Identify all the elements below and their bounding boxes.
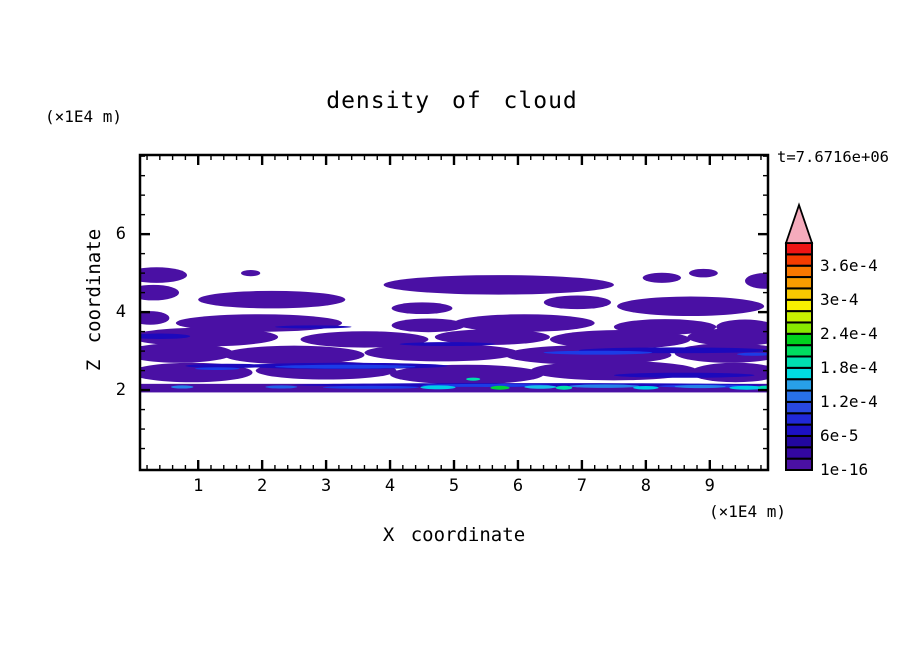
colorbar-segment bbox=[785, 287, 813, 301]
cloud-navy-streak bbox=[613, 372, 755, 378]
x-tick-label: 9 bbox=[704, 476, 715, 496]
cloud-bright-spot bbox=[555, 385, 573, 390]
cloud-bright-spot bbox=[729, 385, 765, 390]
colorbar-segment bbox=[785, 366, 813, 381]
colorbar-segment bbox=[785, 457, 813, 471]
x-axis-unit: (×1E4 m) bbox=[708, 502, 786, 521]
cloud-blob bbox=[687, 328, 768, 346]
cloud-blob bbox=[140, 311, 170, 325]
colorbar-label: 1e-16 bbox=[820, 460, 869, 479]
cloud-bright-spot bbox=[524, 385, 557, 389]
colorbar-label: 3e-4 bbox=[820, 289, 859, 309]
cloud-bright-spot bbox=[466, 377, 481, 381]
cloud-bright-spot bbox=[171, 385, 194, 389]
cloud-navy-streak bbox=[274, 325, 352, 329]
cloud-bright-spot bbox=[633, 385, 659, 390]
colorbar-segment bbox=[785, 264, 813, 279]
plot-title: density of cloud bbox=[326, 88, 578, 114]
cloud-blob bbox=[689, 268, 718, 278]
cloud-blob bbox=[690, 362, 768, 383]
cloud-blob bbox=[642, 272, 682, 283]
colorbar-segment bbox=[785, 400, 813, 415]
x-tick-label: 2 bbox=[257, 476, 268, 496]
z-axis-title: Z coordinate bbox=[83, 228, 105, 372]
cloud-bright-spot bbox=[674, 385, 726, 389]
colorbar-label: 3.6e-4 bbox=[820, 255, 878, 275]
colorbar-segment bbox=[785, 242, 813, 256]
cloud-blob bbox=[300, 331, 429, 348]
cloud-blue-streak bbox=[194, 367, 240, 371]
cloud-bright-spot bbox=[490, 385, 510, 390]
cloud-bright-spot bbox=[265, 385, 298, 389]
cloud-blue-streak bbox=[736, 352, 768, 356]
colorbar-label: 1.2e-4 bbox=[820, 391, 878, 411]
cloud-blob bbox=[140, 343, 234, 363]
cloud-blob bbox=[198, 290, 346, 309]
cloud-blob bbox=[434, 329, 550, 345]
x-tick-label: 6 bbox=[512, 476, 524, 496]
colorbar-segment bbox=[785, 253, 813, 267]
colorbar-segment bbox=[785, 276, 813, 290]
cloud-navy-streak bbox=[399, 342, 496, 347]
cloud-navy-streak bbox=[185, 363, 269, 369]
z-tick-label: 2 bbox=[115, 380, 126, 401]
x-tick-label: 3 bbox=[320, 476, 332, 496]
colorbar-segment bbox=[785, 344, 813, 358]
x-tick-label: 1 bbox=[193, 476, 204, 496]
x-tick-label: 4 bbox=[384, 476, 396, 496]
x-tick-label: 5 bbox=[448, 476, 460, 496]
colorbar-segment bbox=[785, 412, 813, 426]
cloud-contours bbox=[140, 267, 768, 393]
cloud-blob bbox=[140, 267, 187, 283]
cloud-blob bbox=[223, 345, 365, 365]
colorbar-segment bbox=[785, 321, 813, 335]
cloud-navy-streak bbox=[140, 333, 191, 340]
cloud-blob bbox=[383, 275, 614, 295]
x-tick-label: 7 bbox=[576, 476, 588, 496]
colorbar-label: 2.4e-4 bbox=[820, 323, 878, 343]
colorbar-segment bbox=[785, 434, 813, 449]
colorbar-segment bbox=[785, 378, 813, 392]
cloud-blue-streak bbox=[543, 350, 653, 355]
cloud-blob bbox=[140, 284, 180, 301]
cloud-blob bbox=[391, 318, 466, 333]
colorbar-segment bbox=[785, 355, 813, 369]
x-tick-label: 8 bbox=[640, 476, 651, 496]
cloud-blue-streak bbox=[274, 364, 416, 369]
cloud-blob bbox=[140, 327, 279, 347]
cloud-bright-spot bbox=[758, 385, 768, 390]
cloud-blue-streak bbox=[422, 383, 550, 387]
cloud-blob bbox=[549, 330, 691, 349]
z-tick-label: 4 bbox=[115, 302, 126, 323]
x-axis-title: X coordinate bbox=[382, 524, 526, 546]
z-tick-label: 6 bbox=[115, 224, 126, 245]
cloud-bright-spot bbox=[569, 384, 640, 388]
cloud-blob bbox=[744, 273, 768, 289]
z-axis-unit: (×1E4 m) bbox=[45, 107, 123, 126]
colorbar-label: 6e-5 bbox=[820, 425, 859, 445]
cloud-blob bbox=[617, 296, 765, 317]
colorbar-label: 1.8e-4 bbox=[820, 357, 878, 377]
colorbar-segment bbox=[785, 310, 813, 324]
colorbar-overflow-arrow bbox=[784, 202, 814, 244]
colorbar-segment bbox=[785, 332, 813, 347]
cloud-blob bbox=[390, 364, 544, 385]
cloud-blob bbox=[543, 295, 611, 310]
colorbar-segment bbox=[785, 446, 813, 460]
colorbar-segment bbox=[785, 423, 813, 437]
cloud-blob bbox=[241, 270, 261, 277]
colorbar-segment bbox=[785, 389, 813, 403]
cloud-blob bbox=[391, 302, 453, 315]
cloud-blue-streak bbox=[322, 385, 419, 389]
cloud-blob bbox=[454, 314, 595, 332]
cloud-blob bbox=[364, 343, 518, 362]
cloud-bright-spot bbox=[420, 385, 456, 390]
time-annotation: t=7.6716e+06 bbox=[777, 148, 889, 166]
colorbar-segment bbox=[785, 298, 813, 313]
